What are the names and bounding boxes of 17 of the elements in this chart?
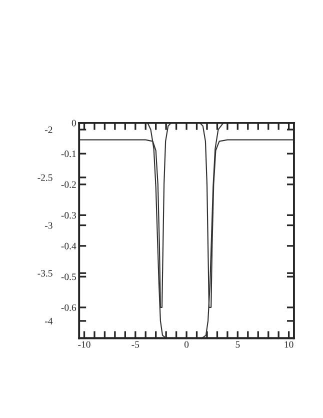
y-tick-label: -0.4	[61, 242, 76, 250]
y-tick-label: -0.5	[61, 274, 76, 280]
y-tick-label: 0	[72, 120, 76, 126]
x-tick-label: -5	[132, 341, 140, 348]
y2-tick-label: -4	[45, 318, 53, 324]
y2-tick-label: -2.5	[38, 174, 52, 181]
y-tick-label: -0.6	[61, 304, 76, 311]
y-tick-label: -0.1	[61, 150, 76, 158]
y2-tick-label: -3.5	[38, 270, 52, 277]
y-tick-label: -0.3	[61, 212, 76, 219]
y-tick-label: -0.2	[61, 181, 76, 188]
x-tick-label: -10	[78, 341, 90, 348]
y2-tick-label: -3	[45, 222, 52, 229]
y2-tick-label: -2	[45, 126, 52, 133]
x-tick-label: 10	[284, 341, 294, 348]
x-tick-label: 0	[184, 341, 189, 348]
x-tick-label: 5	[236, 341, 240, 348]
